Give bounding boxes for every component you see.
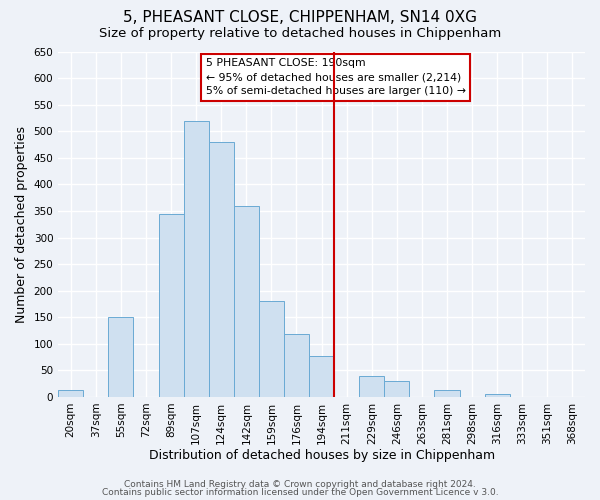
Bar: [284, 334, 309, 397]
Bar: [58, 390, 83, 397]
X-axis label: Distribution of detached houses by size in Chippenham: Distribution of detached houses by size …: [149, 450, 494, 462]
Bar: [184, 120, 209, 397]
Y-axis label: Number of detached properties: Number of detached properties: [15, 126, 28, 322]
Bar: [158, 214, 184, 397]
Bar: [109, 317, 133, 397]
Text: Contains HM Land Registry data © Crown copyright and database right 2024.: Contains HM Land Registry data © Crown c…: [124, 480, 476, 489]
Text: 5, PHEASANT CLOSE, CHIPPENHAM, SN14 0XG: 5, PHEASANT CLOSE, CHIPPENHAM, SN14 0XG: [123, 10, 477, 25]
Bar: [234, 206, 259, 397]
Bar: [485, 394, 510, 397]
Text: Contains public sector information licensed under the Open Government Licence v : Contains public sector information licen…: [101, 488, 499, 497]
Bar: [209, 142, 234, 397]
Text: Size of property relative to detached houses in Chippenham: Size of property relative to detached ho…: [99, 28, 501, 40]
Bar: [309, 356, 334, 397]
Bar: [434, 390, 460, 397]
Bar: [259, 302, 284, 397]
Bar: [359, 376, 385, 397]
Bar: [385, 381, 409, 397]
Text: 5 PHEASANT CLOSE: 190sqm
← 95% of detached houses are smaller (2,214)
5% of semi: 5 PHEASANT CLOSE: 190sqm ← 95% of detach…: [206, 58, 466, 96]
